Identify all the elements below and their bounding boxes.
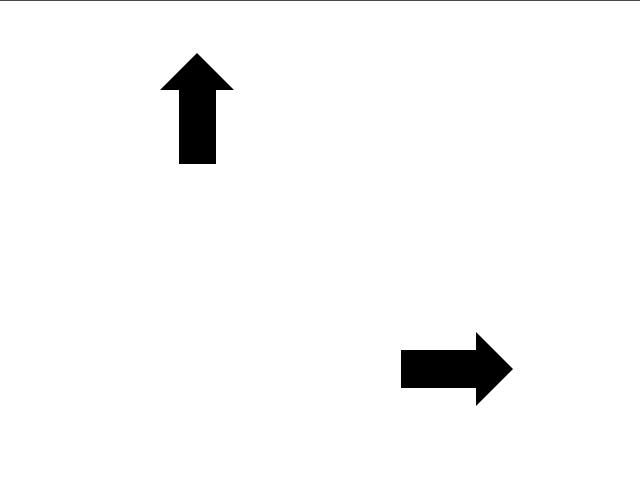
top-border [0, 0, 640, 1]
arrow-up-icon [160, 53, 234, 164]
arrow-right-icon [401, 332, 513, 406]
